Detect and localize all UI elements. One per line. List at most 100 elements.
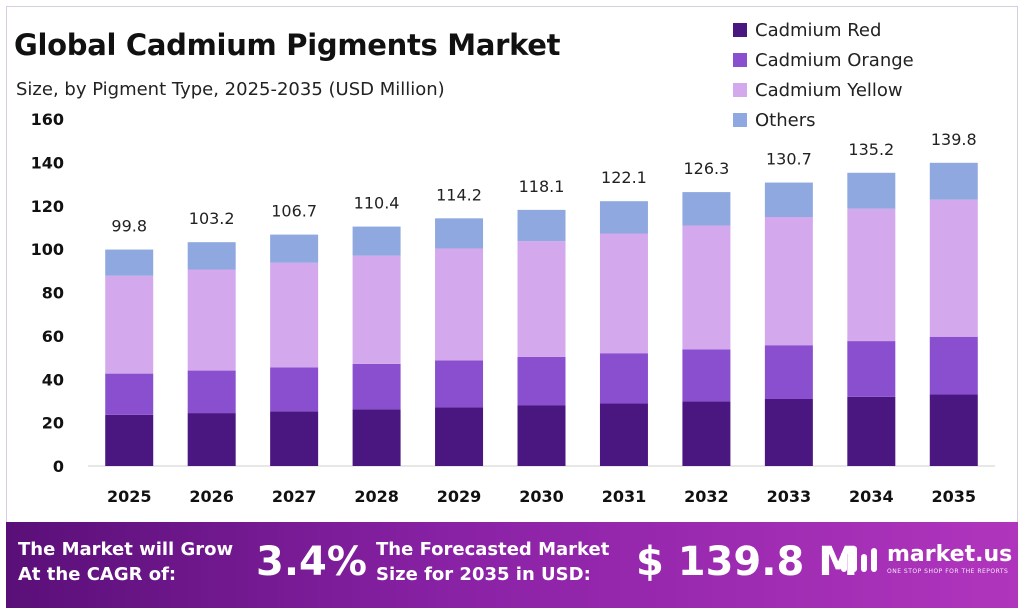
x-tick-label: 2034 bbox=[849, 487, 894, 506]
bar-segment-cadmium-orange bbox=[517, 356, 566, 406]
x-tick-label: 2033 bbox=[767, 487, 812, 506]
summary-banner: The Market will Grow At the CAGR of: 3.4… bbox=[6, 522, 1018, 608]
bar-segment-others bbox=[105, 249, 154, 276]
bar-segment-others bbox=[929, 162, 978, 200]
bar-segment-cadmium-yellow bbox=[764, 217, 813, 346]
y-tick-label: 40 bbox=[42, 370, 64, 389]
bar-segment-cadmium-orange bbox=[270, 367, 319, 412]
bar-segment-cadmium-orange bbox=[929, 336, 978, 395]
cagr-label-line1: The Market will Grow bbox=[18, 539, 234, 560]
bar-segment-cadmium-red bbox=[270, 411, 319, 466]
bar-segment-cadmium-red bbox=[929, 394, 978, 466]
legend-item-cadmium-red: Cadmium Red bbox=[733, 15, 914, 45]
bar-segment-cadmium-orange bbox=[187, 370, 236, 414]
bar-segment-cadmium-red bbox=[435, 407, 484, 466]
legend-label-cadmium-yellow: Cadmium Yellow bbox=[755, 79, 903, 101]
bar-total-label: 99.8 bbox=[111, 217, 147, 236]
bar-total-label: 103.2 bbox=[189, 209, 235, 228]
bar-segment-others bbox=[435, 218, 484, 249]
logo-text: market.us bbox=[887, 541, 1013, 567]
forecast-label-line2: Size for 2035 in USD: bbox=[376, 564, 591, 585]
bar-segment-cadmium-red bbox=[517, 405, 566, 466]
bar-segment-cadmium-red bbox=[682, 401, 731, 466]
bar-segment-cadmium-orange bbox=[599, 353, 648, 404]
bar-segment-cadmium-orange bbox=[105, 373, 154, 415]
legend-item-others: Others bbox=[733, 105, 914, 135]
y-tick-label: 80 bbox=[42, 284, 64, 303]
bar-segment-others bbox=[187, 242, 236, 270]
bar-segment-cadmium-red bbox=[352, 409, 401, 466]
bar-segment-others bbox=[599, 201, 648, 234]
bar-total-label: 106.7 bbox=[271, 202, 317, 221]
legend-label-cadmium-red: Cadmium Red bbox=[755, 19, 882, 41]
x-tick-label: 2031 bbox=[602, 487, 647, 506]
bar-segment-cadmium-yellow bbox=[187, 269, 236, 371]
bar-segment-cadmium-yellow bbox=[847, 208, 896, 342]
bar-total-label: 118.1 bbox=[519, 177, 565, 196]
cagr-value: 3.4% bbox=[256, 539, 367, 585]
bar-segment-cadmium-red bbox=[105, 414, 154, 466]
bar-total-label: 139.8 bbox=[931, 130, 977, 149]
legend-swatch-cadmium-yellow bbox=[733, 83, 747, 97]
bar-segment-cadmium-orange bbox=[847, 341, 896, 397]
bar-segment-others bbox=[352, 226, 401, 256]
bar-total-label: 130.7 bbox=[766, 150, 812, 169]
bar-segment-cadmium-red bbox=[764, 398, 813, 466]
y-tick-label: 140 bbox=[31, 153, 64, 172]
y-tick-label: 100 bbox=[31, 240, 64, 259]
bar-segment-cadmium-orange bbox=[682, 349, 731, 402]
bar-segment-others bbox=[847, 172, 896, 209]
bar-segment-cadmium-red bbox=[187, 413, 236, 466]
chart-title: Global Cadmium Pigments Market bbox=[14, 28, 561, 62]
forecast-value: $ 139.8 M bbox=[636, 539, 859, 585]
y-tick-label: 160 bbox=[31, 110, 64, 129]
x-tick-label: 2032 bbox=[684, 487, 729, 506]
forecast-label-line1: The Forecasted Market bbox=[376, 539, 610, 560]
bar-segment-cadmium-yellow bbox=[105, 275, 154, 374]
y-tick-label: 120 bbox=[31, 197, 64, 216]
bar-segment-cadmium-red bbox=[847, 396, 896, 466]
bar-segment-others bbox=[764, 182, 813, 218]
forecast-label: The Forecasted Market Size for 2035 in U… bbox=[376, 537, 609, 587]
x-tick-label: 2028 bbox=[354, 487, 399, 506]
market-us-logo-icon bbox=[841, 546, 877, 572]
bar-segment-cadmium-orange bbox=[435, 360, 484, 408]
bar-total-label: 110.4 bbox=[354, 194, 400, 213]
legend-label-others: Others bbox=[755, 109, 816, 131]
bar-total-label: 114.2 bbox=[436, 185, 482, 204]
bar-segment-cadmium-yellow bbox=[270, 262, 319, 368]
x-tick-label: 2026 bbox=[189, 487, 234, 506]
bar-segment-others bbox=[270, 234, 319, 263]
bar-total-label: 135.2 bbox=[848, 140, 894, 159]
x-tick-label: 2025 bbox=[107, 487, 152, 506]
bar-segment-cadmium-yellow bbox=[517, 241, 566, 357]
legend-swatch-others bbox=[733, 113, 747, 127]
bar-segment-cadmium-yellow bbox=[435, 248, 484, 361]
legend: Cadmium Red Cadmium Orange Cadmium Yello… bbox=[733, 15, 914, 135]
y-tick-label: 20 bbox=[42, 414, 64, 433]
chart-subtitle: Size, by Pigment Type, 2025-2035 (USD Mi… bbox=[16, 79, 445, 100]
bar-segment-cadmium-red bbox=[599, 403, 648, 466]
y-tick-label: 60 bbox=[42, 327, 64, 346]
bar-segment-cadmium-orange bbox=[352, 363, 401, 410]
x-tick-label: 2027 bbox=[272, 487, 317, 506]
x-tick-label: 2029 bbox=[437, 487, 482, 506]
bar-total-label: 122.1 bbox=[601, 168, 647, 187]
bar-segment-cadmium-yellow bbox=[682, 225, 731, 350]
stacked-bar-chart: 0 20 40 60 80 100 120 140 160 99.8 2025 103.2 2026 10… bbox=[31, 110, 995, 506]
x-tick-label: 2030 bbox=[519, 487, 564, 506]
legend-item-cadmium-orange: Cadmium Orange bbox=[733, 45, 914, 75]
cagr-label: The Market will Grow At the CAGR of: bbox=[18, 537, 233, 587]
bar-segment-cadmium-yellow bbox=[599, 233, 648, 354]
legend-label-cadmium-orange: Cadmium Orange bbox=[755, 49, 914, 71]
logo-tagline: ONE STOP SHOP FOR THE REPORTS bbox=[887, 567, 1009, 575]
bar-total-label: 126.3 bbox=[684, 159, 730, 178]
legend-swatch-cadmium-orange bbox=[733, 53, 747, 67]
bar-segment-cadmium-yellow bbox=[929, 199, 978, 337]
legend-item-cadmium-yellow: Cadmium Yellow bbox=[733, 75, 914, 105]
bar-segment-others bbox=[517, 209, 566, 242]
y-tick-label: 0 bbox=[53, 457, 64, 476]
bar-segment-cadmium-yellow bbox=[352, 255, 401, 364]
bar-segment-others bbox=[682, 192, 731, 226]
legend-swatch-cadmium-red bbox=[733, 23, 747, 37]
